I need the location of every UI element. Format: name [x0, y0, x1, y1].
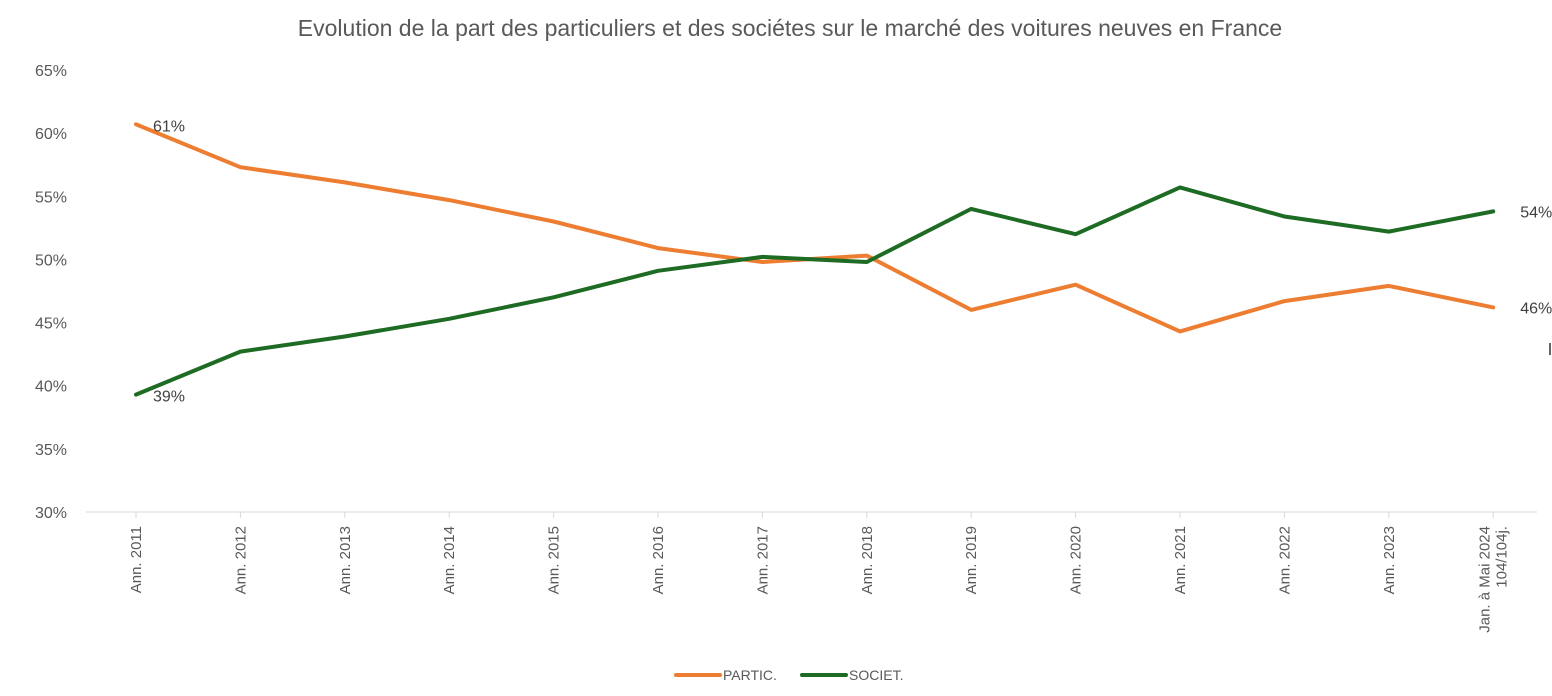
- y-tick-label: 60%: [35, 126, 67, 143]
- y-tick-label: 50%: [35, 252, 67, 269]
- legend-label: PARTIC.: [723, 667, 777, 683]
- x-tick-label: Ann. 2016: [650, 526, 667, 594]
- x-tick-label: Ann. 2014: [441, 526, 458, 594]
- chart-title: Evolution de la part des particuliers et…: [298, 15, 1282, 41]
- y-tick-label: 35%: [35, 442, 67, 459]
- x-tick-label: Ann. 2012: [232, 526, 249, 594]
- series-layer: [134, 122, 1496, 397]
- x-tick-label: Jan. à Mai 2024: [1477, 526, 1494, 633]
- series-line-societ: [134, 185, 1496, 397]
- data-label: 39%: [153, 389, 185, 406]
- x-tick-label: Ann. 2019: [963, 526, 980, 594]
- x-tick-label: Ann. 2013: [337, 526, 354, 594]
- x-tick-label: Ann. 2017: [754, 526, 771, 594]
- y-tick-label: 40%: [35, 379, 67, 396]
- y-tick-label: 30%: [35, 505, 67, 522]
- y-tick-label: 55%: [35, 189, 67, 206]
- series-line-partic: [134, 122, 1496, 334]
- x-tick-label: Ann. 2015: [546, 526, 563, 594]
- x-tick-label: Ann. 2018: [859, 526, 876, 594]
- x-axis: Ann. 2011 Ann. 2012 Ann. 2013 Ann. 2014 Ann.…: [86, 511, 1537, 633]
- x-tick-label: Ann. 2011: [128, 526, 145, 593]
- x-tick-label: Ann. 2023: [1381, 526, 1398, 594]
- x-tick-label: Ann. 2021: [1172, 526, 1189, 594]
- y-tick-label: 45%: [35, 316, 67, 333]
- x-tick-label: Ann. 2020: [1068, 526, 1085, 594]
- x-tick-label: Ann. 2022: [1276, 526, 1293, 594]
- legend-label: SOCIET.: [849, 667, 903, 683]
- legend: PARTIC. SOCIET.: [674, 667, 903, 683]
- y-axis: 30% 35% 40% 45% 50% 55% 60% 65%: [35, 63, 67, 522]
- data-label: 46%: [1520, 300, 1552, 317]
- data-label: 54%: [1520, 204, 1552, 221]
- y-tick-label: 65%: [35, 63, 67, 80]
- x-tick-label: 104/104j.: [1494, 526, 1511, 588]
- data-label: 61%: [153, 118, 185, 135]
- data-labels: 61% 46% 39% 54%: [153, 118, 1552, 405]
